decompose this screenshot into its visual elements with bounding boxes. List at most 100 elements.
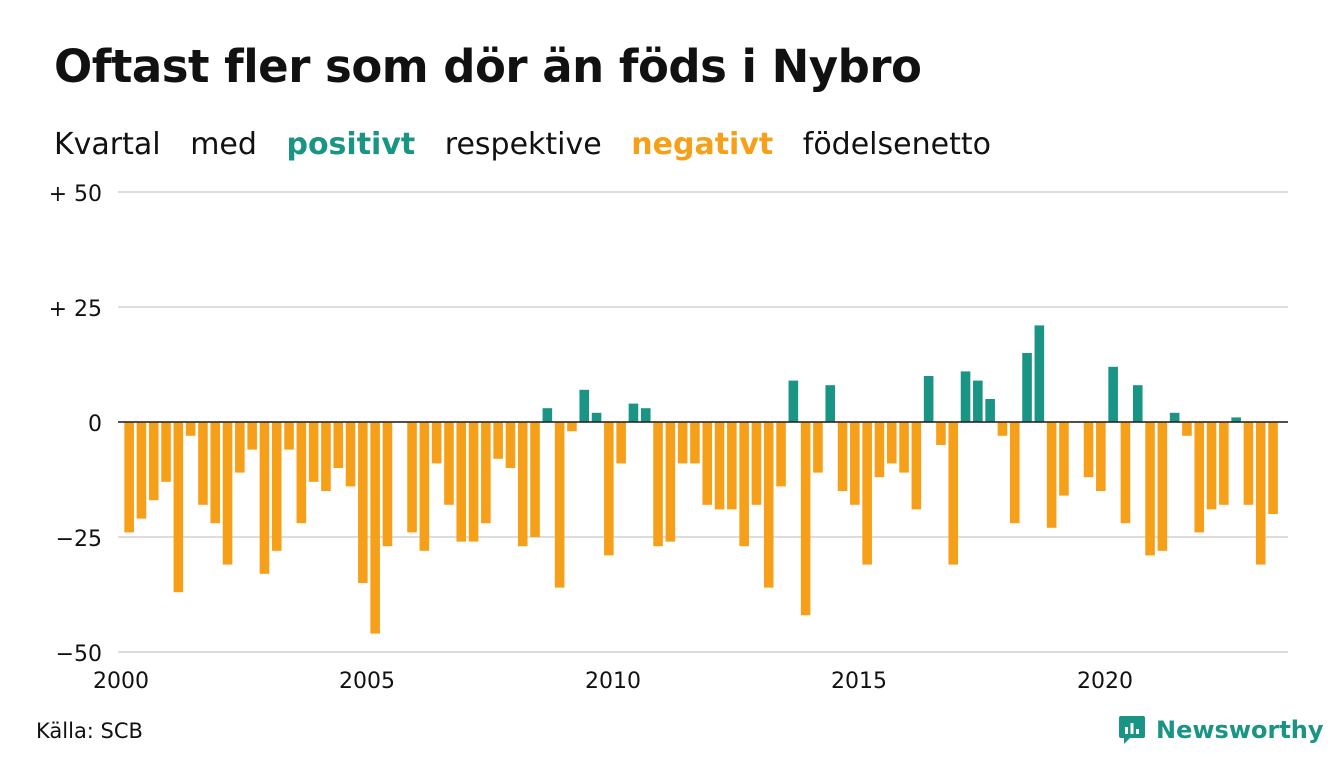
bar bbox=[136, 422, 147, 519]
bar bbox=[948, 422, 959, 565]
bar bbox=[444, 422, 454, 505]
bar bbox=[161, 422, 171, 482]
bar bbox=[517, 422, 528, 547]
bar bbox=[616, 422, 626, 464]
bar bbox=[1157, 422, 1168, 551]
bar bbox=[1182, 422, 1192, 436]
newsworthy-logo: Newsworthy bbox=[1118, 713, 1324, 747]
bar bbox=[763, 422, 774, 588]
bar bbox=[222, 422, 233, 565]
bar bbox=[702, 422, 713, 505]
bar bbox=[850, 422, 860, 505]
bar bbox=[296, 422, 307, 524]
bar bbox=[665, 422, 676, 542]
bar bbox=[776, 422, 786, 487]
bar bbox=[1194, 422, 1205, 533]
x-tick-label: 2020 bbox=[1077, 669, 1133, 694]
bar bbox=[579, 389, 590, 422]
bar bbox=[739, 422, 749, 547]
bar bbox=[591, 412, 602, 422]
bar bbox=[751, 422, 762, 505]
y-tick-label: + 25 bbox=[49, 297, 102, 322]
bar bbox=[271, 422, 282, 551]
bar bbox=[788, 380, 799, 422]
bar bbox=[825, 385, 836, 422]
bar bbox=[653, 422, 663, 547]
bar bbox=[1120, 422, 1131, 524]
bar bbox=[1219, 422, 1229, 505]
subtitle-word-kvartal: Kvartal bbox=[54, 127, 161, 162]
bar bbox=[813, 422, 823, 473]
bar bbox=[173, 422, 184, 593]
bar bbox=[1034, 325, 1045, 422]
bar bbox=[284, 422, 294, 450]
bar bbox=[1108, 366, 1118, 422]
bar bbox=[1046, 422, 1057, 528]
y-tick-label: + 50 bbox=[49, 182, 102, 207]
subtitle-negative-label: negativt bbox=[631, 127, 774, 162]
x-tick-label: 2000 bbox=[93, 669, 149, 694]
bar bbox=[985, 399, 995, 422]
bar bbox=[247, 422, 257, 450]
bar bbox=[923, 376, 934, 422]
bar bbox=[505, 422, 516, 468]
bar bbox=[690, 422, 700, 464]
newsworthy-chart-icon bbox=[1119, 716, 1145, 744]
bar bbox=[419, 422, 430, 551]
bar bbox=[677, 422, 688, 464]
bar bbox=[542, 408, 553, 422]
bar bbox=[1268, 422, 1278, 514]
chart-subtitle: Kvartal med positivt respektive negativt… bbox=[54, 127, 1011, 162]
subtitle-word-respektive: respektive bbox=[444, 127, 602, 162]
bar bbox=[973, 380, 983, 422]
bar bbox=[321, 422, 331, 491]
x-tick-label: 2005 bbox=[339, 669, 395, 694]
bar bbox=[1096, 422, 1106, 491]
bar bbox=[431, 422, 442, 464]
bar bbox=[370, 422, 380, 634]
bar bbox=[333, 422, 344, 468]
x-tick-label: 2010 bbox=[585, 669, 641, 694]
bar bbox=[1169, 412, 1180, 422]
bar bbox=[345, 422, 356, 487]
chart-title: Oftast fler som dör än föds i Nybro bbox=[54, 40, 922, 93]
bar bbox=[936, 422, 946, 445]
bar bbox=[886, 422, 897, 464]
bar bbox=[1009, 422, 1020, 524]
bar bbox=[874, 422, 885, 478]
bar bbox=[567, 422, 577, 432]
bar bbox=[481, 422, 491, 524]
bar bbox=[124, 422, 134, 533]
y-tick-label: −25 bbox=[56, 527, 102, 552]
subtitle-word-med: med bbox=[190, 127, 257, 162]
subtitle-word-fodelsenetto: födelsenetto bbox=[802, 127, 991, 162]
bar bbox=[1206, 422, 1217, 510]
bar bbox=[210, 422, 221, 524]
source-note: Källa: SCB bbox=[36, 719, 143, 743]
bar bbox=[1083, 422, 1094, 478]
bar bbox=[800, 422, 811, 616]
bar bbox=[1059, 422, 1069, 496]
bar bbox=[308, 422, 319, 482]
bar bbox=[530, 422, 540, 537]
bar bbox=[1132, 385, 1143, 422]
x-tick-label: 2015 bbox=[831, 669, 887, 694]
bar bbox=[714, 422, 725, 510]
bar bbox=[960, 371, 971, 422]
bar bbox=[259, 422, 270, 574]
bar bbox=[862, 422, 872, 565]
bar bbox=[382, 422, 393, 547]
bar bbox=[1255, 422, 1266, 565]
bar bbox=[554, 422, 565, 588]
bar bbox=[148, 422, 159, 501]
bar bbox=[628, 403, 639, 422]
y-tick-label: 0 bbox=[88, 412, 102, 437]
bar bbox=[198, 422, 208, 505]
bar bbox=[358, 422, 368, 583]
bar bbox=[235, 422, 245, 473]
bar bbox=[1022, 353, 1032, 422]
bar bbox=[604, 422, 614, 556]
bar bbox=[1243, 422, 1254, 505]
bar bbox=[899, 422, 909, 473]
